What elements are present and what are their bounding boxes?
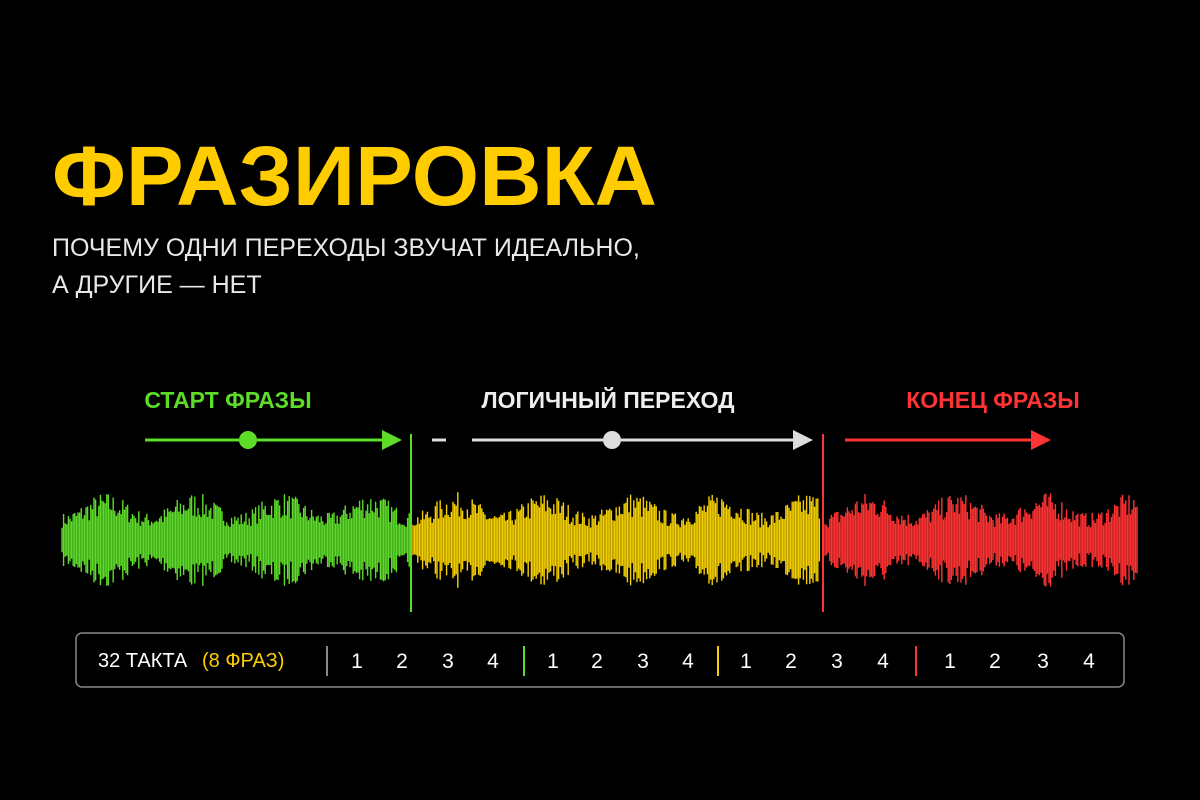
beat-number: 1 [944, 650, 956, 673]
beat-number: 2 [396, 650, 408, 673]
wave-segment [412, 492, 821, 588]
beat-number: 2 [591, 650, 603, 673]
arrows [145, 430, 1051, 612]
beat-number: 4 [487, 650, 499, 673]
beat-number: 1 [351, 650, 363, 673]
beat-bar [75, 632, 1125, 688]
beats: 1 2 3 4 1 2 3 4 1 2 3 4 1 2 3 4 [326, 646, 1095, 676]
bar-phrases: (8 ФРАЗ) [202, 650, 284, 672]
beat-number: 2 [785, 650, 797, 673]
wave-segment [61, 494, 410, 586]
beat-number: 3 [442, 650, 454, 673]
section-label: КОНЕЦ ФРАЗЫ [906, 387, 1080, 413]
beat-number: 4 [682, 650, 694, 673]
waveform [61, 492, 1138, 588]
beat-number: 1 [547, 650, 559, 673]
subtitle: А ДРУГИЕ — НЕТ [52, 271, 262, 299]
bar-count: 32 ТАКТА [98, 650, 188, 672]
section-label: СТАРТ ФРАЗЫ [144, 387, 311, 413]
beat-number: 4 [1083, 650, 1095, 673]
beat-number: 3 [831, 650, 843, 673]
beat-number: 1 [740, 650, 752, 673]
subtitle: ПОЧЕМУ ОДНИ ПЕРЕХОДЫ ЗВУЧАТ ИДЕАЛЬНО, [52, 234, 640, 262]
section-label: ЛОГИЧНЫЙ ПЕРЕХОД [481, 386, 734, 413]
beat-number: 3 [1037, 650, 1049, 673]
wave-segment [824, 493, 1138, 587]
title: ФРАЗИРОВКА [52, 129, 657, 223]
beat-number: 3 [637, 650, 649, 673]
beat-number: 2 [989, 650, 1001, 673]
beat-number: 4 [877, 650, 889, 673]
